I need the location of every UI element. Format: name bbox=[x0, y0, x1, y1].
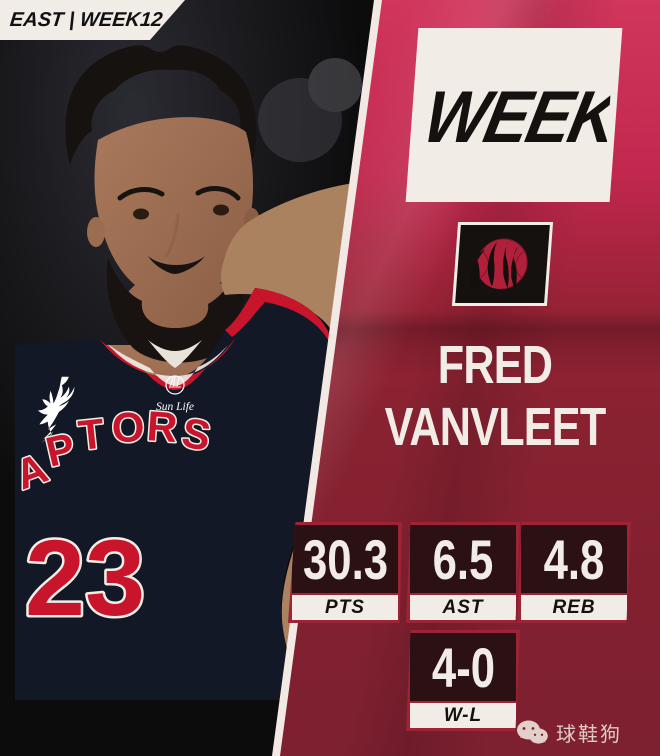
svg-text:23: 23 bbox=[25, 517, 145, 638]
svg-text:T: T bbox=[76, 409, 107, 459]
svg-text:O: O bbox=[111, 403, 145, 451]
svg-text:R: R bbox=[145, 402, 180, 451]
